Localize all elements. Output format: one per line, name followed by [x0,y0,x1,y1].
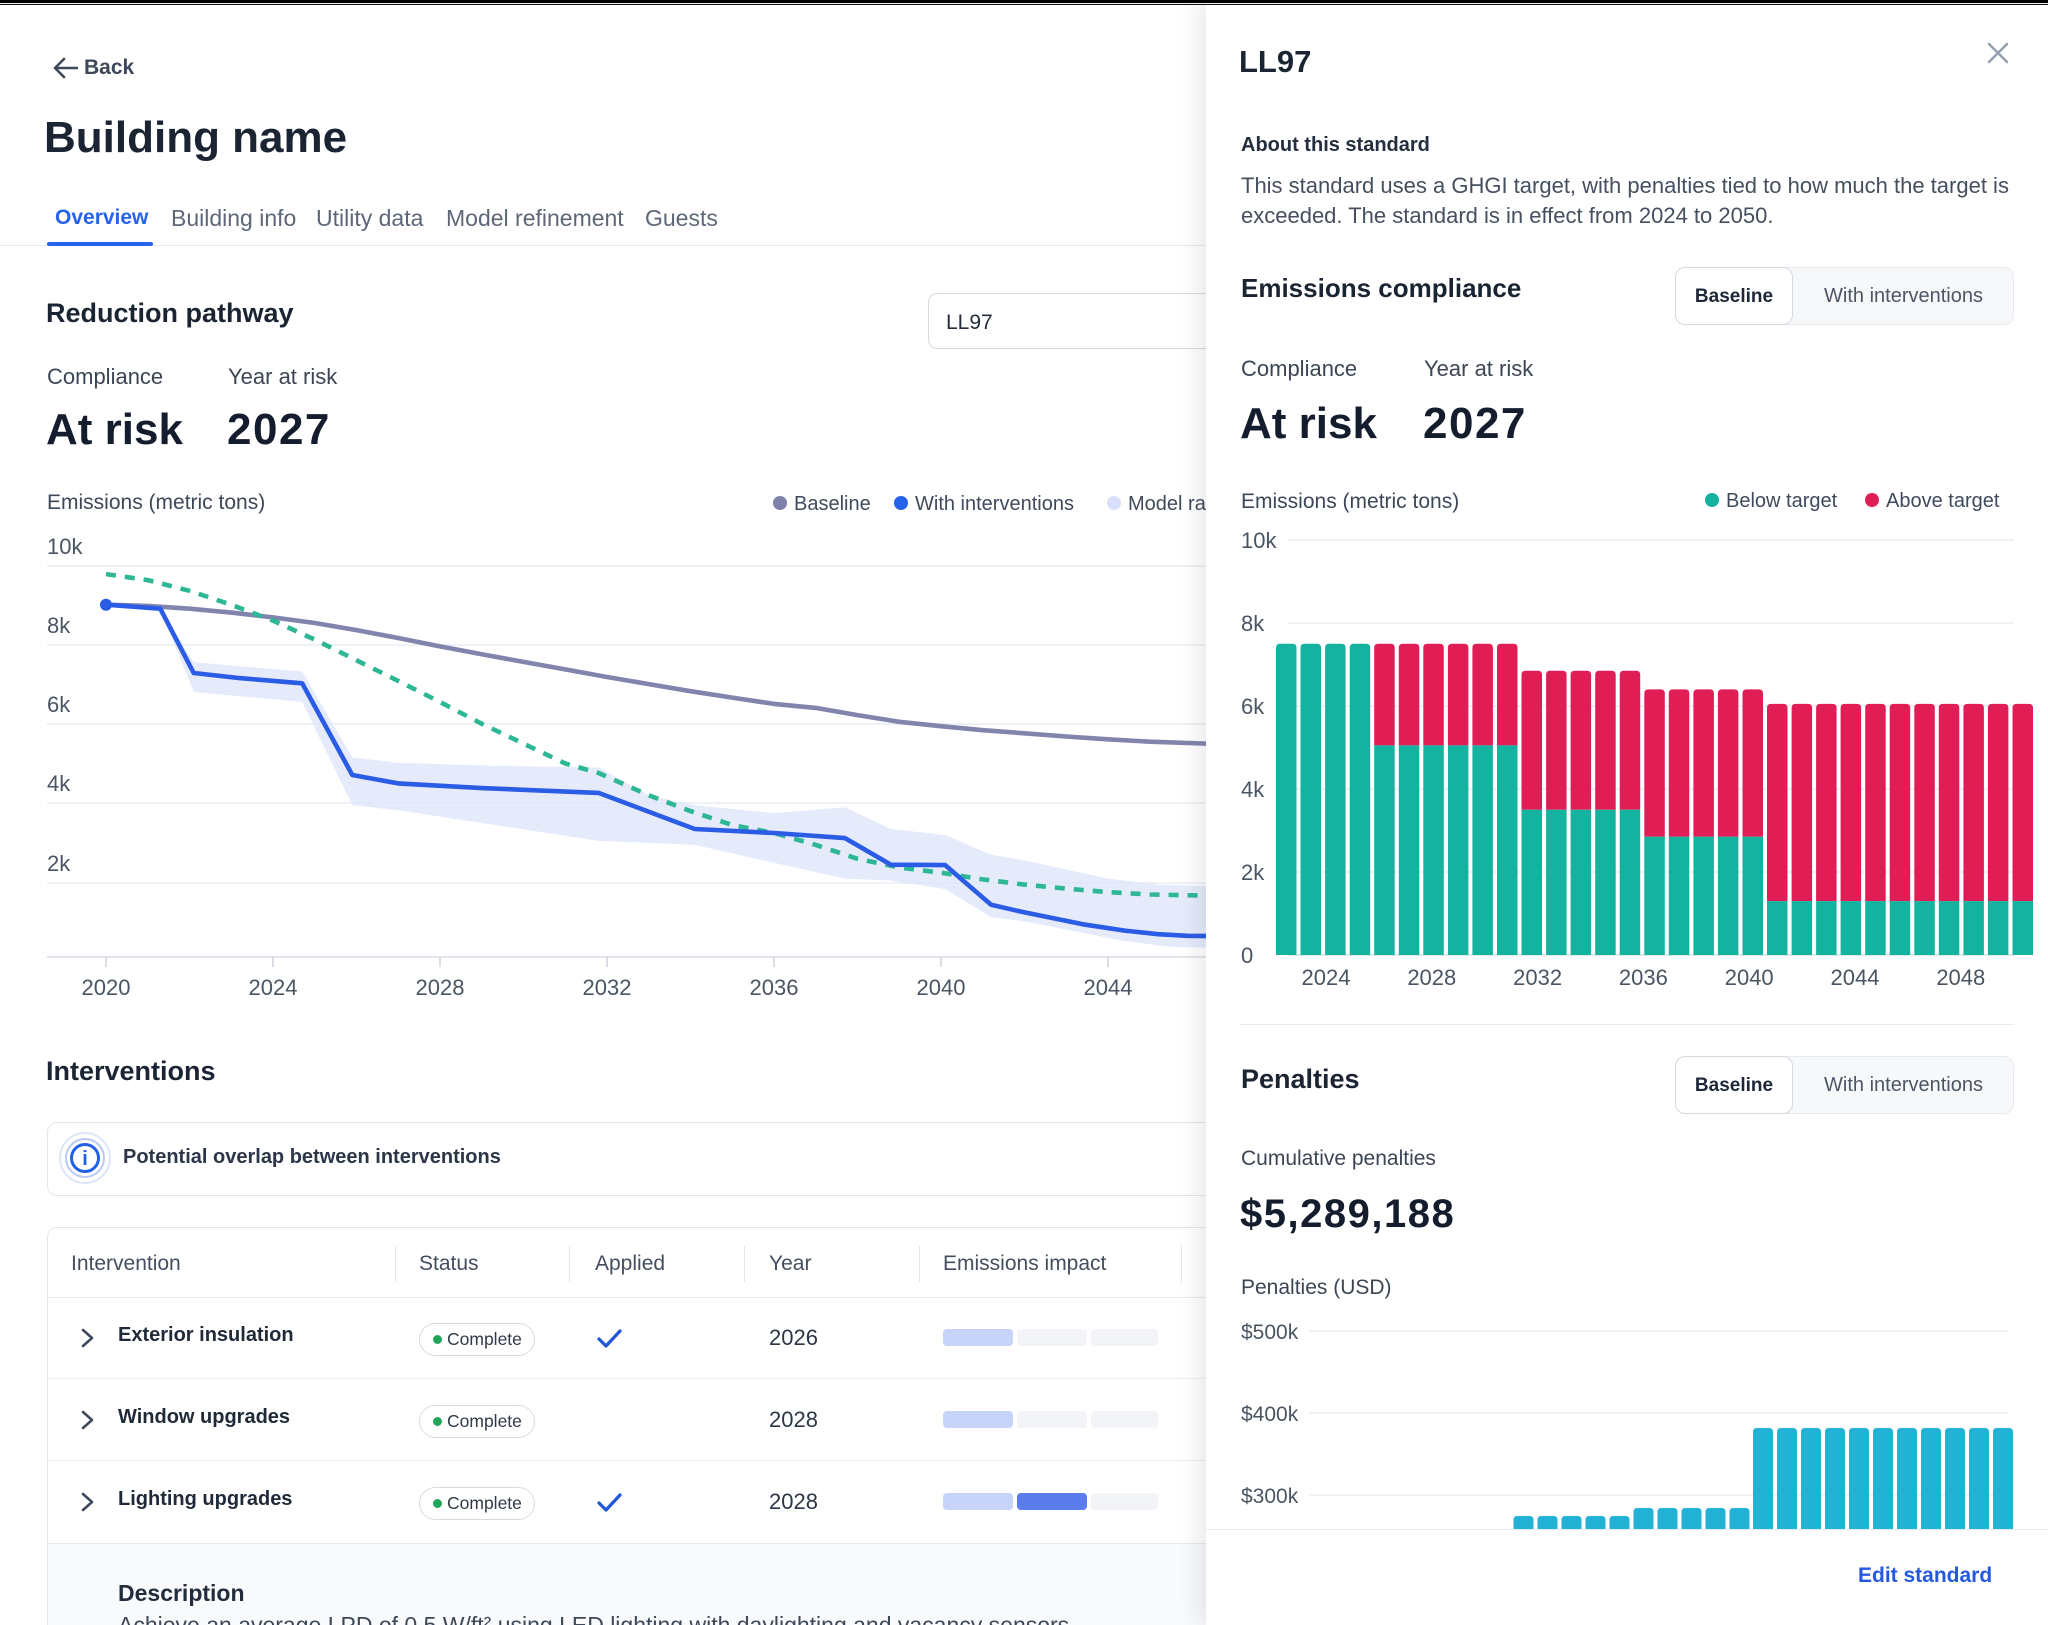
svg-text:Emissions (metric tons): Emissions (metric tons) [47,491,265,514]
svg-text:2028: 2028 [1407,965,1456,990]
svg-text:8k: 8k [47,613,71,638]
svg-text:Below target: Below target [1726,490,1838,512]
svg-text:2040: 2040 [1725,965,1774,990]
svg-text:2k: 2k [47,851,71,876]
svg-text:With interventions: With interventions [915,493,1074,515]
svg-text:2024: 2024 [1302,965,1351,990]
svg-text:2028: 2028 [416,975,465,1000]
svg-text:Baseline: Baseline [794,493,871,515]
svg-text:Model range: Model range [1128,493,1210,515]
svg-text:6k: 6k [47,692,71,717]
svg-text:2048: 2048 [1936,965,1985,990]
svg-text:2k: 2k [1241,860,1265,885]
svg-text:$300k: $300k [1241,1485,1299,1508]
svg-text:10k: 10k [1241,528,1277,553]
svg-text:$400k: $400k [1241,1403,1299,1426]
svg-text:$500k: $500k [1241,1321,1299,1344]
svg-text:6k: 6k [1241,694,1265,719]
svg-text:10k: 10k [47,534,83,559]
svg-text:0: 0 [1241,943,1253,968]
svg-text:2032: 2032 [1513,965,1562,990]
svg-text:8k: 8k [1241,611,1265,636]
svg-text:2032: 2032 [583,975,632,1000]
svg-text:Emissions (metric tons): Emissions (metric tons) [1241,490,1459,513]
svg-text:2036: 2036 [1619,965,1668,990]
svg-text:2020: 2020 [82,975,131,1000]
svg-text:2040: 2040 [917,975,966,1000]
svg-text:2044: 2044 [1831,965,1880,990]
svg-text:2044: 2044 [1084,975,1133,1000]
svg-text:2024: 2024 [249,975,298,1000]
svg-text:Above target: Above target [1886,490,2000,512]
svg-text:2036: 2036 [750,975,799,1000]
svg-text:4k: 4k [47,771,71,796]
svg-text:4k: 4k [1241,777,1265,802]
